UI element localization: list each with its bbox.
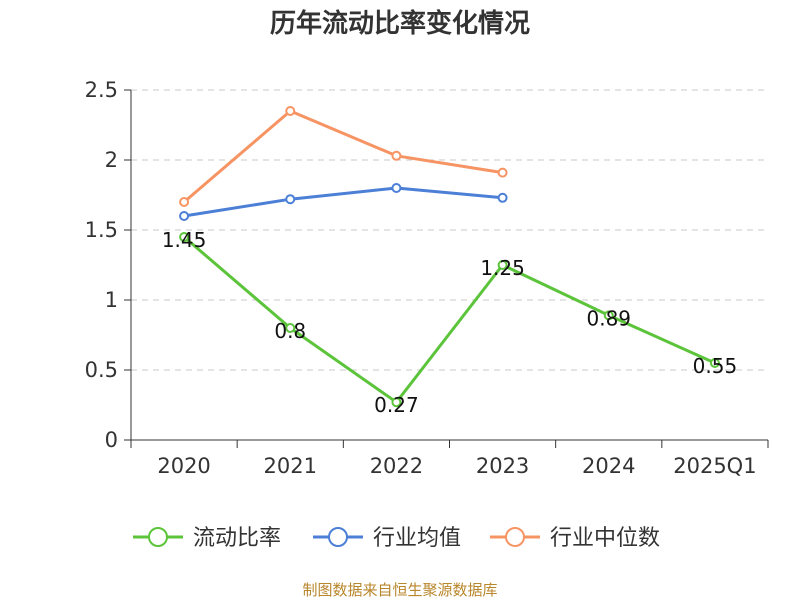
- data-point[interactable]: [285, 106, 296, 116]
- legend-item-2[interactable]: 行业均值: [313, 526, 461, 551]
- y-tick-label: 1.5: [85, 218, 118, 242]
- data-point[interactable]: [497, 192, 508, 203]
- y-tick-label: 0: [105, 428, 118, 452]
- series-layer: [179, 106, 720, 408]
- data-labels: 1.45 0.8 0.27 1.25 0.89 0.55: [162, 228, 737, 417]
- x-tick-label: 2020: [157, 454, 210, 478]
- data-point[interactable]: [285, 323, 296, 333]
- x-tick-label: 2022: [370, 454, 423, 478]
- legend: 流动比率 行业均值 行业中位数: [133, 526, 660, 551]
- grid-lines: [131, 89, 768, 371]
- source-note: 制图数据来自恒生聚源数据库: [302, 581, 497, 599]
- legend-label: 流动比率: [193, 526, 281, 551]
- data-point[interactable]: [391, 150, 402, 161]
- x-tick-label: 2023: [476, 454, 529, 478]
- y-tick-label: 2.5: [85, 78, 118, 102]
- legend-label: 行业均值: [373, 526, 461, 551]
- x-tick-label: 2024: [582, 454, 635, 478]
- data-point[interactable]: [603, 310, 614, 321]
- legend-marker: [505, 527, 525, 547]
- data-label: 1.45: [162, 228, 207, 252]
- y-tick-label: 2: [105, 148, 118, 172]
- series-line-2: [183, 186, 503, 218]
- data-point[interactable]: [285, 194, 296, 205]
- data-point[interactable]: [179, 232, 190, 242]
- legend-label: 行业中位数: [550, 526, 660, 551]
- legend-item-3[interactable]: 行业中位数: [490, 526, 660, 551]
- data-label: 0.8: [274, 319, 306, 343]
- legend-marker: [148, 527, 168, 547]
- legend-marker: [328, 527, 348, 547]
- axes: 0 0.5 1 1.5 2 2.5 2020 2021 2022 2023 2024 2025Q1: [85, 78, 769, 478]
- data-point[interactable]: [709, 358, 720, 368]
- data-point[interactable]: [391, 183, 402, 193]
- y-tick-label: 1: [105, 288, 118, 312]
- data-label: 0.89: [586, 306, 631, 330]
- series-line-3: [183, 109, 503, 204]
- data-point[interactable]: [179, 211, 190, 221]
- chart-title: 历年流动比率变化情况: [270, 8, 530, 39]
- y-tick-label: 0.5: [85, 358, 118, 382]
- data-point[interactable]: [391, 397, 402, 408]
- data-label: 0.27: [374, 393, 419, 417]
- x-tick-label: 2025Q1: [673, 454, 756, 478]
- legend-item-1[interactable]: 流动比率: [133, 526, 281, 551]
- data-label: 1.25: [480, 256, 525, 280]
- data-point[interactable]: [179, 197, 190, 207]
- data-label: 0.55: [693, 354, 738, 378]
- data-point[interactable]: [497, 167, 508, 178]
- series-line-1: [183, 235, 716, 404]
- data-point[interactable]: [497, 260, 508, 270]
- x-tick-label: 2021: [264, 454, 317, 478]
